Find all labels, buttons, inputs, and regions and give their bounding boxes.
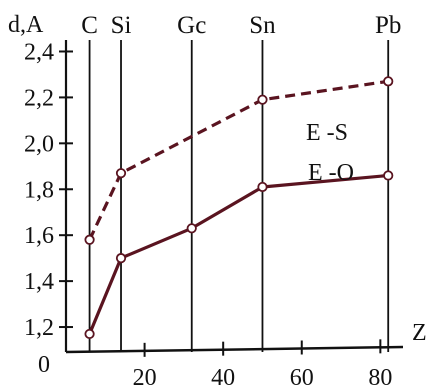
data-point xyxy=(84,234,95,245)
y-axis-label: d,A xyxy=(8,12,44,38)
series-line-1 xyxy=(88,173,389,335)
y-tick-label: 1,2 xyxy=(24,315,54,341)
y-tick-label: 1,8 xyxy=(24,177,54,203)
data-point xyxy=(186,223,197,234)
series-line-0 xyxy=(88,79,389,241)
y-ticks: 1,2 1,4 1,6 1,8 2,0 2,2 2,4 xyxy=(24,39,73,341)
element-guides: C Si Gc Sn Pb xyxy=(81,12,401,352)
element-label-pb: Pb xyxy=(375,12,401,39)
series xyxy=(84,76,394,340)
y-tick-label: 2,0 xyxy=(24,131,54,157)
data-point xyxy=(257,94,268,105)
y-tick-label: 2,2 xyxy=(24,85,54,111)
data-point xyxy=(84,328,95,340)
x-tick-label: 80 xyxy=(368,365,392,389)
element-label-gc: Gc xyxy=(177,12,206,39)
x-tick-label: 60 xyxy=(290,365,314,389)
x-axis-label: Z xyxy=(412,320,427,346)
data-point xyxy=(115,168,127,179)
data-point xyxy=(257,181,268,193)
series-label-eo: E -O xyxy=(308,160,354,186)
x-tick-label: 20 xyxy=(133,365,157,389)
y-tick-label: 1,6 xyxy=(24,223,54,249)
element-label-c: C xyxy=(81,12,98,39)
element-label-si: Si xyxy=(111,12,132,39)
element-label-sn: Sn xyxy=(249,12,276,39)
x-ticks: 20 40 60 80 xyxy=(133,339,392,389)
axes xyxy=(64,40,404,354)
x-axis xyxy=(65,345,404,354)
data-point xyxy=(383,76,394,87)
y-tick-label: 1,4 xyxy=(24,269,54,295)
data-point xyxy=(383,170,394,181)
x-tick-label: 40 xyxy=(211,365,235,389)
data-point xyxy=(115,253,127,264)
series-label-es: E -S xyxy=(306,120,348,146)
origin-label: 0 xyxy=(38,352,50,378)
y-tick-label: 2,4 xyxy=(24,39,54,65)
